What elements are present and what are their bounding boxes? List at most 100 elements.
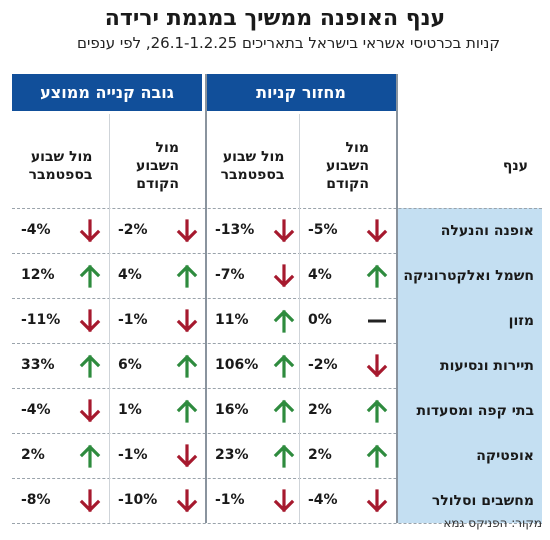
branch-label: תיירות ונסיעות — [396, 343, 542, 388]
arrow-down-icon — [79, 309, 101, 333]
value-label: -13% — [215, 222, 255, 238]
column-header-branch: ענף — [502, 158, 528, 174]
chart-title: ענף האופנה ממשיך במגמת ירידה — [104, 6, 446, 31]
value-label: -2% — [118, 222, 148, 238]
table-row: תיירות ונסיעות -2% 106% 6% 33% — [12, 343, 542, 388]
value-label: -4% — [21, 222, 51, 238]
value-label: -1% — [215, 492, 245, 508]
row-divider — [12, 478, 542, 479]
cell-purchase-september: 106% — [206, 343, 303, 388]
value-label: 1% — [118, 402, 142, 418]
value-label: 4% — [308, 267, 332, 283]
arrow-up-icon — [176, 399, 198, 423]
value-label: 4% — [118, 267, 142, 283]
row-divider — [12, 343, 542, 344]
arrow-down-icon — [366, 219, 388, 243]
cell-purchase-prev-week: -4% — [299, 478, 396, 523]
header-divider — [12, 208, 542, 209]
value-label: 0% — [308, 312, 332, 328]
cell-purchase-prev-week: -5% — [299, 208, 396, 253]
table-row: אופנה והנעלה -5% -13% -2% -4% — [12, 208, 542, 253]
arrow-up-icon — [273, 309, 295, 333]
row-divider — [12, 253, 542, 254]
cell-avg-september: -8% — [12, 478, 109, 523]
table-row: מזון 0% 11% -1% -11% — [12, 298, 542, 343]
branch-label: מזון — [396, 298, 542, 343]
arrow-up-icon — [79, 354, 101, 378]
chart-subtitle: קניות בכרטיסי אשראי בישראל בתאריכים 26.1… — [77, 34, 500, 52]
cell-purchase-prev-week: 4% — [299, 253, 396, 298]
arrow-down-icon — [273, 219, 295, 243]
data-table: מחזור קניות גובה קנייה ממוצע ענף מול השב… — [12, 74, 542, 524]
group-divider — [396, 74, 398, 523]
value-label: 2% — [21, 447, 45, 463]
value-label: -1% — [118, 312, 148, 328]
table-row: אופטיקה 2% 23% -1% 2% — [12, 433, 542, 478]
value-label: 106% — [215, 357, 259, 373]
column-header-avg-prev-week: מול השבוע הקודם — [136, 140, 179, 192]
branch-label: מחשבים וסלולר — [396, 478, 542, 523]
arrow-down-icon — [273, 489, 295, 513]
value-label: -10% — [118, 492, 158, 508]
row-divider — [12, 388, 542, 389]
column-divider — [299, 114, 300, 523]
cell-avg-prev-week: -1% — [109, 433, 206, 478]
group-header-purchase-volume: מחזור קניות — [206, 74, 396, 111]
arrow-up-icon — [79, 444, 101, 468]
value-label: 23% — [215, 447, 249, 463]
value-label: -7% — [215, 267, 245, 283]
value-label: 2% — [308, 402, 332, 418]
cell-purchase-september: 23% — [206, 433, 303, 478]
cell-purchase-september: -7% — [206, 253, 303, 298]
arrow-down-icon — [79, 219, 101, 243]
branch-label: חשמל ואלקטרוניקה — [396, 253, 542, 298]
cell-purchase-prev-week: 2% — [299, 388, 396, 433]
arrow-up-icon — [273, 399, 295, 423]
cell-purchase-prev-week: 0% — [299, 298, 396, 343]
arrow-down-icon — [176, 219, 198, 243]
cell-purchase-prev-week: 2% — [299, 433, 396, 478]
value-label: -8% — [21, 492, 51, 508]
group-divider — [205, 74, 207, 523]
arrow-up-icon — [176, 264, 198, 288]
row-divider — [12, 523, 542, 524]
table-row: בתי קפה ומסעדות 2% 16% 1% -4% — [12, 388, 542, 433]
value-label: 16% — [215, 402, 249, 418]
value-label: -1% — [118, 447, 148, 463]
value-label: 12% — [21, 267, 55, 283]
arrow-up-icon — [366, 444, 388, 468]
cell-purchase-september: -1% — [206, 478, 303, 523]
arrow-up-icon — [366, 264, 388, 288]
cell-purchase-september: -13% — [206, 208, 303, 253]
column-header-purchase-september: מול שבוע בספטמבר — [220, 149, 285, 183]
arrow-up-icon — [273, 444, 295, 468]
cell-avg-september: 2% — [12, 433, 109, 478]
branch-label: בתי קפה ומסעדות — [396, 388, 542, 433]
cell-purchase-september: 11% — [206, 298, 303, 343]
arrow-down-icon — [79, 489, 101, 513]
group-header-average-purchase: גובה קנייה ממוצע — [12, 74, 202, 111]
column-divider — [109, 114, 110, 523]
arrow-up-icon — [176, 354, 198, 378]
value-label: -4% — [308, 492, 338, 508]
cell-avg-september: 12% — [12, 253, 109, 298]
value-label: 33% — [21, 357, 55, 373]
value-label: -2% — [308, 357, 338, 373]
source-note: מקור: הפניקס גמא — [443, 516, 542, 530]
cell-avg-prev-week: 6% — [109, 343, 206, 388]
column-header-purchase-prev-week: מול השבוע הקודם — [326, 140, 369, 192]
row-divider — [12, 298, 542, 299]
arrow-down-icon — [366, 354, 388, 378]
arrow-down-icon — [273, 264, 295, 288]
arrow-up-icon — [366, 399, 388, 423]
arrow-up-icon — [79, 264, 101, 288]
value-label: 2% — [308, 447, 332, 463]
value-label: 6% — [118, 357, 142, 373]
cell-avg-september: -4% — [12, 388, 109, 433]
table-row: מחשבים וסלולר -4% -1% -10% -8% — [12, 478, 542, 523]
table-row: חשמל ואלקטרוניקה 4% -7% 4% 12% — [12, 253, 542, 298]
arrow-down-icon — [176, 444, 198, 468]
cell-purchase-prev-week: -2% — [299, 343, 396, 388]
cell-avg-september: -4% — [12, 208, 109, 253]
cell-avg-prev-week: -2% — [109, 208, 206, 253]
